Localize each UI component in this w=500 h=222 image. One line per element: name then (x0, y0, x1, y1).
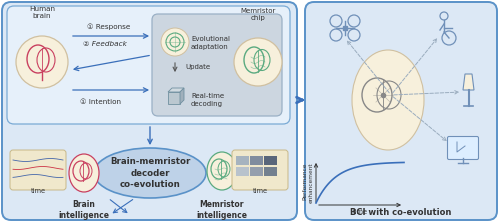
FancyBboxPatch shape (305, 2, 497, 220)
Polygon shape (180, 88, 184, 104)
FancyBboxPatch shape (264, 156, 277, 165)
Ellipse shape (352, 50, 424, 150)
Circle shape (234, 38, 282, 86)
FancyBboxPatch shape (10, 150, 66, 190)
Polygon shape (168, 88, 184, 92)
Text: Real-time
decoding: Real-time decoding (191, 93, 224, 107)
Text: Brain
intelligence: Brain intelligence (58, 200, 110, 220)
Circle shape (16, 36, 68, 88)
FancyBboxPatch shape (232, 150, 288, 190)
Text: Evolutional
adaptation: Evolutional adaptation (191, 36, 230, 50)
Text: Human
brain: Human brain (29, 6, 55, 19)
Text: time: time (30, 188, 46, 194)
FancyBboxPatch shape (264, 167, 277, 176)
FancyBboxPatch shape (236, 167, 249, 176)
Text: ① Intention: ① Intention (80, 99, 121, 105)
FancyBboxPatch shape (250, 156, 263, 165)
Text: ① Response: ① Response (87, 24, 130, 30)
FancyBboxPatch shape (2, 2, 297, 220)
FancyBboxPatch shape (7, 6, 290, 124)
Ellipse shape (94, 148, 206, 198)
FancyBboxPatch shape (236, 156, 249, 165)
Text: Update: Update (185, 64, 210, 70)
Polygon shape (463, 74, 474, 90)
Text: time: time (352, 209, 368, 215)
Ellipse shape (69, 154, 99, 192)
Ellipse shape (207, 152, 237, 190)
Text: Performance
enhancement: Performance enhancement (303, 162, 314, 203)
FancyBboxPatch shape (250, 167, 263, 176)
Text: Brain-memristor
decoder
co-evolution: Brain-memristor decoder co-evolution (110, 157, 190, 189)
FancyBboxPatch shape (152, 14, 282, 116)
Polygon shape (168, 92, 180, 104)
Text: time: time (252, 188, 268, 194)
FancyBboxPatch shape (448, 137, 478, 159)
Text: BCI with co-evolution: BCI with co-evolution (350, 208, 452, 217)
Text: ② Feedback: ② Feedback (83, 41, 127, 47)
Text: Memristor
chip: Memristor chip (240, 8, 276, 21)
Circle shape (161, 28, 189, 56)
Text: Memristor
intelligence: Memristor intelligence (196, 200, 248, 220)
